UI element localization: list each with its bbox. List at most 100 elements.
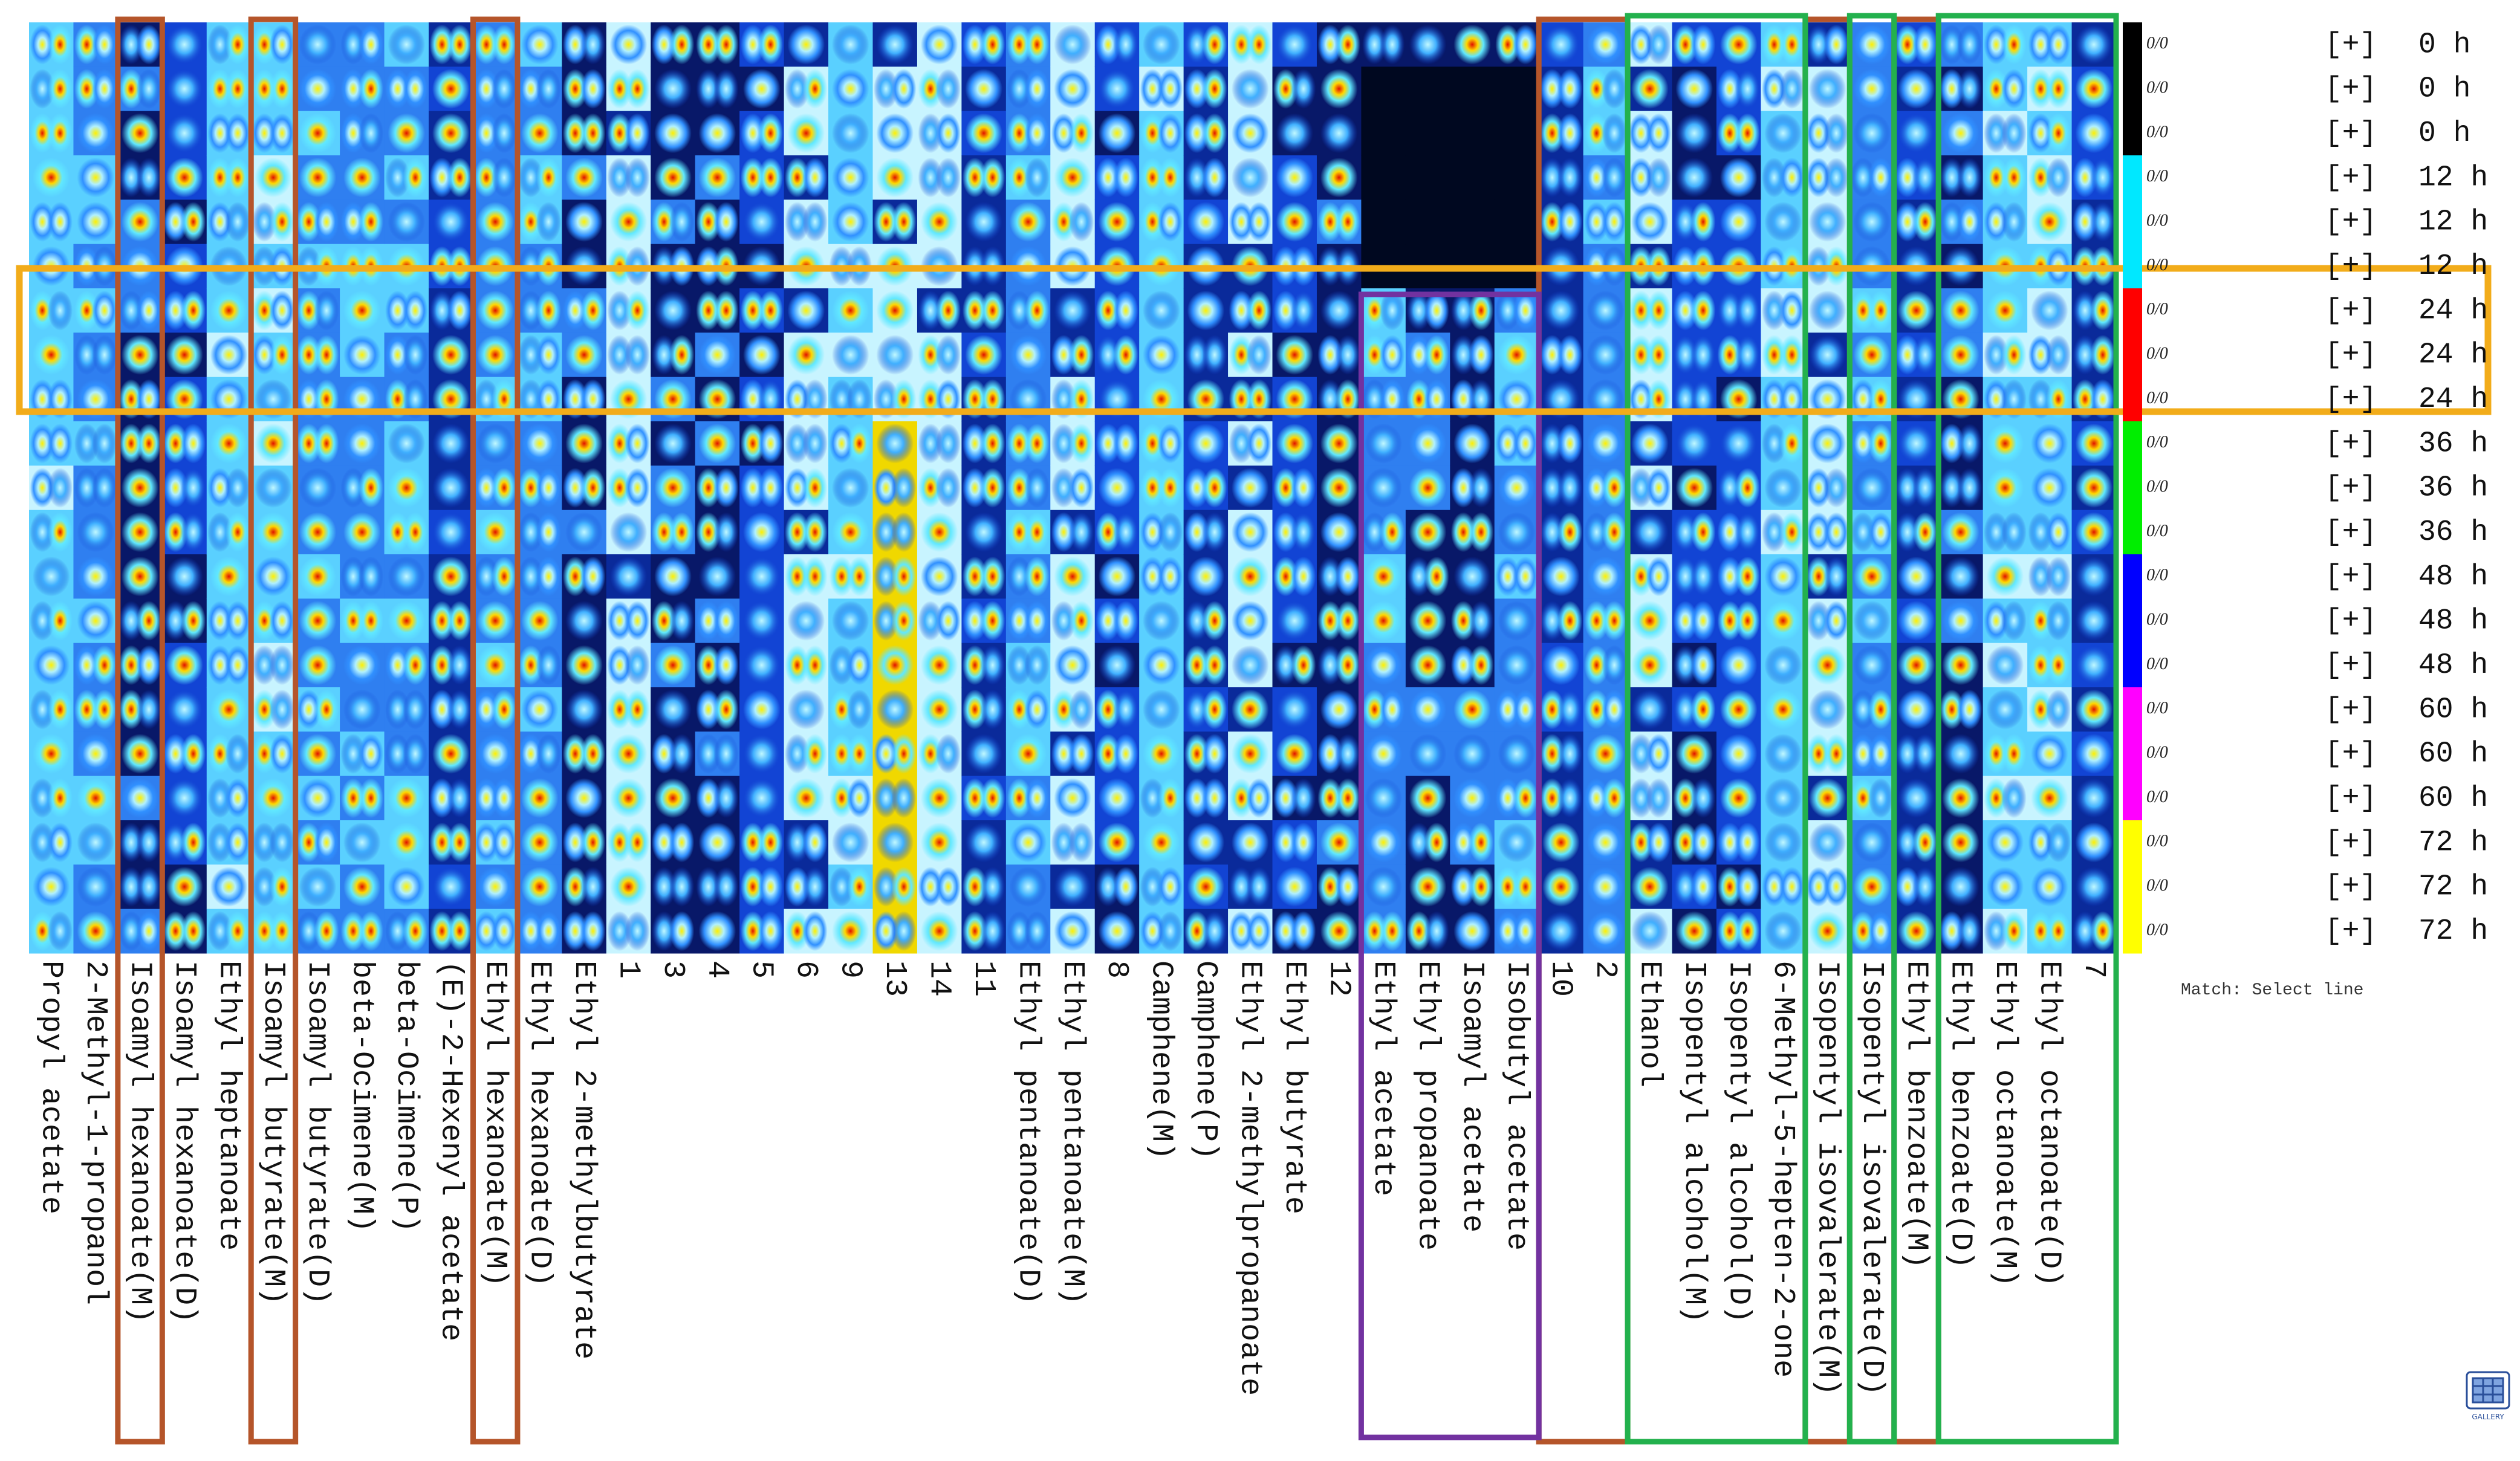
row-toggle[interactable]: [+] — [2325, 871, 2377, 904]
spot — [299, 113, 337, 154]
gallery-grid[interactable] — [2472, 1377, 2504, 1404]
spot — [1806, 734, 1831, 774]
spot — [385, 290, 411, 331]
spot — [2045, 911, 2071, 951]
row-toggle[interactable]: [+] — [2325, 738, 2377, 771]
spot — [2030, 423, 2068, 464]
spot — [1539, 69, 1565, 109]
spot — [296, 202, 322, 242]
spot — [1984, 778, 2009, 818]
spot — [252, 290, 277, 331]
spot — [696, 778, 721, 818]
spot — [92, 335, 117, 375]
spot — [1229, 335, 1254, 375]
row-toggle[interactable]: [+] — [2325, 339, 2377, 372]
spot — [1007, 645, 1032, 685]
spot — [163, 290, 188, 331]
spot — [136, 290, 161, 331]
row-toggle[interactable]: [+] — [2325, 472, 2377, 505]
spot — [476, 645, 515, 685]
row-toggle[interactable]: [+] — [2325, 383, 2377, 416]
spot — [698, 822, 736, 863]
spot — [1939, 911, 1964, 951]
spot — [669, 601, 695, 641]
spot — [92, 468, 117, 508]
spot — [802, 157, 828, 198]
gallery-text[interactable]: GALLERY — [2472, 1413, 2504, 1421]
spot — [1957, 202, 1983, 242]
spot — [920, 911, 958, 951]
column-label: Ethyl heptanoate — [211, 961, 245, 1251]
spot — [607, 335, 632, 375]
spot — [299, 778, 337, 818]
row-toggle[interactable]: [+] — [2325, 73, 2377, 106]
column-label: Propyl acetate — [34, 961, 68, 1214]
row-toggle[interactable]: [+] — [2325, 427, 2377, 460]
spot — [296, 822, 322, 863]
spot — [1024, 24, 1050, 65]
row-toggle[interactable]: [+] — [2325, 161, 2377, 194]
spot — [1291, 69, 1316, 109]
spot — [654, 290, 692, 331]
row-toggle[interactable]: [+] — [2325, 516, 2377, 549]
spot — [1276, 423, 1314, 464]
row-toggle[interactable]: [+] — [2325, 294, 2377, 327]
spot — [314, 290, 339, 331]
spot — [1764, 822, 1802, 863]
row-toggle[interactable]: [+] — [2325, 28, 2377, 61]
gallery-button[interactable]: GALLERY — [2466, 1371, 2510, 1421]
spot — [473, 113, 499, 154]
spot — [802, 69, 828, 109]
row-toggle[interactable]: [+] — [2325, 915, 2377, 948]
spot — [1158, 778, 1183, 818]
spot — [1779, 335, 1805, 375]
spot — [252, 202, 277, 242]
row-toggle[interactable]: [+] — [2325, 693, 2377, 726]
spot — [1054, 645, 1091, 685]
spot — [181, 734, 206, 774]
spot — [1335, 778, 1360, 818]
spot — [1557, 734, 1583, 774]
spot — [1320, 468, 1358, 508]
column-label: 9 — [833, 961, 868, 979]
spot — [447, 689, 472, 730]
spot — [1539, 113, 1565, 154]
row-group: 12 h — [2418, 161, 2488, 194]
row-toggle[interactable]: [+] — [2325, 649, 2377, 682]
spot — [1469, 290, 1494, 331]
spot — [713, 24, 739, 65]
spot — [1897, 778, 1935, 818]
spot — [1096, 601, 1121, 641]
row-toggle[interactable]: [+] — [2325, 206, 2377, 239]
spot — [1380, 335, 1405, 375]
spot — [1291, 290, 1316, 331]
row-toggle[interactable]: [+] — [2325, 782, 2377, 815]
row-toggle[interactable]: [+] — [2325, 826, 2377, 859]
spot — [1823, 734, 1849, 774]
row-toggle[interactable]: [+] — [2325, 560, 2377, 593]
spot — [625, 423, 650, 464]
spot — [1586, 822, 1625, 863]
spot — [1808, 645, 1846, 685]
row-toggle[interactable]: [+] — [2325, 250, 2377, 283]
row-toggle[interactable]: [+] — [2325, 117, 2377, 150]
spot — [1720, 778, 1758, 818]
spot — [873, 512, 899, 552]
spot — [1764, 601, 1802, 641]
spot — [1098, 556, 1136, 597]
group-strip — [2123, 111, 2142, 156]
spot — [1495, 689, 1521, 730]
spot — [1986, 290, 2024, 331]
highlight-row-box — [16, 265, 2492, 415]
spot — [518, 512, 544, 552]
spot — [30, 778, 55, 818]
cell — [1450, 199, 1495, 245]
spot — [562, 468, 588, 508]
spot — [432, 423, 470, 464]
spot — [1009, 734, 1047, 774]
spot — [1868, 423, 1894, 464]
spot — [74, 24, 100, 65]
spot — [2028, 113, 2053, 154]
row-toggle[interactable]: [+] — [2325, 605, 2377, 638]
